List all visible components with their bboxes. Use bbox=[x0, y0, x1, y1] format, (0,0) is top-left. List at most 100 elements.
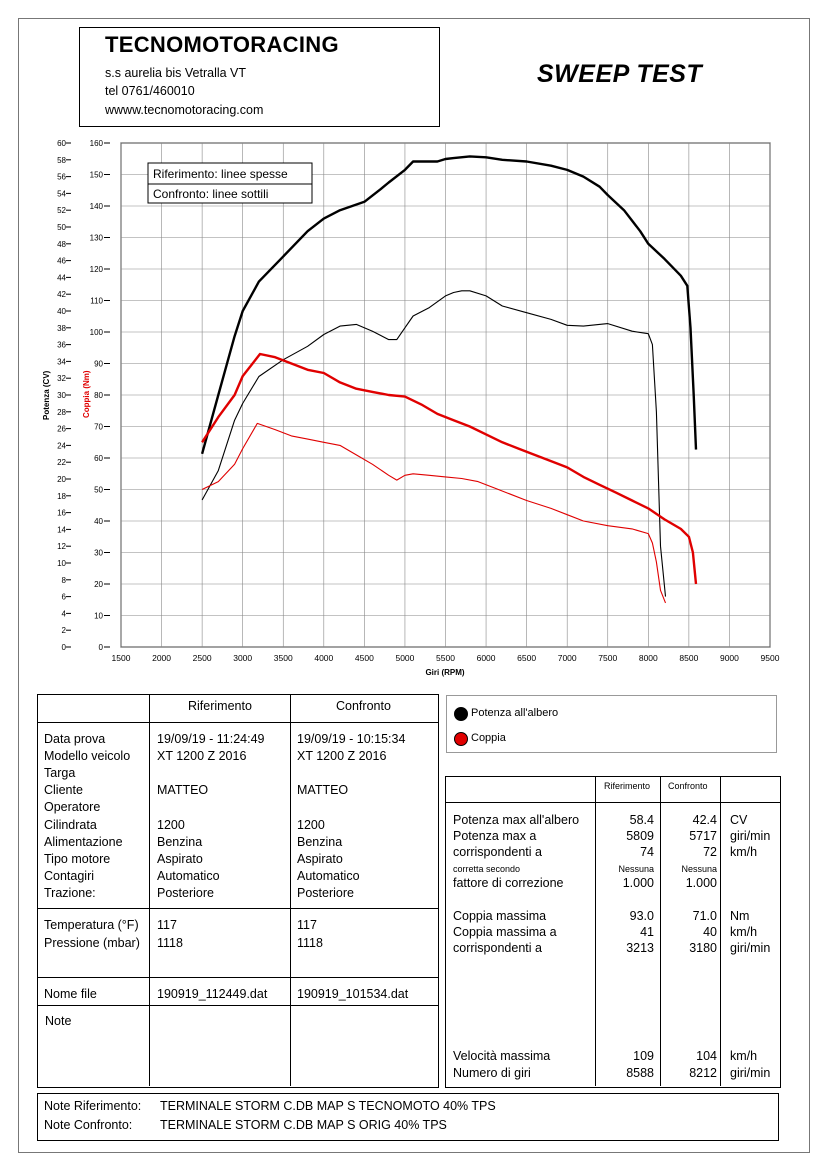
results-col-divider-2 bbox=[660, 776, 661, 1086]
dyno-chart: 1500 2000 2500 3000 3500 4000 4500 5000 5500 6000… bbox=[42, 139, 780, 677]
results-cmp: 3180 bbox=[689, 941, 717, 955]
power-tick-label: 34 bbox=[57, 357, 66, 366]
torque-tick-label: 20 bbox=[94, 580, 103, 589]
info-cond-cmp: 117 bbox=[297, 918, 317, 932]
results-label: Coppia massima a bbox=[453, 925, 557, 939]
power-tick-label: 18 bbox=[57, 492, 66, 501]
results-cmp: 42.4 bbox=[692, 813, 717, 827]
results-ref: 41 bbox=[640, 925, 654, 939]
info-row-cmp: 1200 bbox=[297, 818, 325, 832]
power-tick-label: 12 bbox=[57, 542, 66, 551]
power-tick-label: 20 bbox=[57, 475, 66, 484]
info-row-ref: 19/09/19 - 11:24:49 bbox=[157, 732, 265, 746]
results-cmp: Nessuna bbox=[681, 864, 717, 874]
company-header-box bbox=[79, 27, 440, 127]
info-row-label: Alimentazione bbox=[44, 835, 123, 849]
results-label: Velocità massima bbox=[453, 1049, 551, 1063]
note-cmp-label: Note Confronto: bbox=[44, 1118, 133, 1132]
torque-tick-label: 40 bbox=[94, 517, 103, 526]
company-name: TECNOMOTORACING bbox=[105, 32, 339, 57]
power-tick-label: 50 bbox=[57, 223, 66, 232]
torque-tick-label: 60 bbox=[94, 454, 103, 463]
results-header-divider bbox=[445, 802, 780, 803]
note-ref-text: TERMINALE STORM C.DB MAP S TECNOMOTO 40%… bbox=[160, 1099, 496, 1113]
power-tick-label: 40 bbox=[57, 307, 66, 316]
x-tick-label: 7000 bbox=[558, 653, 577, 663]
chart-inline-legend-cmp-box bbox=[147, 183, 313, 204]
torque-tick-label: 150 bbox=[90, 171, 104, 180]
power-tick-label: 2 bbox=[62, 626, 67, 635]
results-label: Potenza max all'albero bbox=[453, 813, 580, 827]
power-tick-label: 30 bbox=[57, 391, 66, 400]
results-cmp: 71.0 bbox=[692, 909, 717, 923]
results-label: corretta secondo bbox=[453, 864, 521, 874]
power-tick-label: 36 bbox=[57, 341, 66, 350]
results-ref: 93.0 bbox=[629, 909, 654, 923]
power-tick-label: 48 bbox=[57, 240, 66, 249]
info-block-divider-2 bbox=[37, 977, 438, 978]
torque-tick-label: 120 bbox=[90, 265, 104, 274]
info-block-divider-1 bbox=[37, 908, 438, 909]
results-table bbox=[445, 776, 781, 1088]
torque-tick-label: 110 bbox=[90, 297, 103, 306]
info-block-divider-3 bbox=[37, 1005, 438, 1006]
info-row-cmp: Benzina bbox=[297, 835, 343, 849]
note-cmp-text: TERMINALE STORM C.DB MAP S ORIG 40% TPS bbox=[160, 1118, 447, 1132]
power-legend-swatch bbox=[454, 707, 468, 721]
info-cond-ref: 117 bbox=[157, 918, 177, 932]
info-row-cmp: XT 1200 Z 2016 bbox=[297, 749, 387, 763]
info-col-cmp-header: Confronto bbox=[336, 699, 391, 713]
notes-box bbox=[37, 1093, 779, 1141]
info-file-label: Nome file bbox=[44, 987, 97, 1001]
power-tick-label: 60 bbox=[57, 139, 66, 148]
info-row-cmp: Aspirato bbox=[297, 852, 343, 866]
power-tick-label: 10 bbox=[57, 559, 66, 568]
info-row-label: Cliente bbox=[44, 783, 83, 797]
x-tick-label: 5000 bbox=[395, 653, 414, 663]
note-ref-label: Note Riferimento: bbox=[44, 1099, 142, 1113]
torque-curve-reference bbox=[201, 352, 698, 585]
company-website: wwww.tecnomotoracing.com bbox=[105, 103, 264, 117]
results-unit: giri/min bbox=[730, 1066, 771, 1080]
power-curve-reference bbox=[200, 155, 698, 455]
results-ref: 5809 bbox=[626, 829, 654, 843]
chart-inline-legend-ref: Riferimento: linee spesse bbox=[153, 167, 288, 181]
power-tick-label: 16 bbox=[57, 509, 66, 518]
x-tick-label: 6000 bbox=[477, 653, 496, 663]
power-tick-label: 52 bbox=[57, 206, 66, 215]
info-header-divider bbox=[37, 722, 438, 723]
x-tick-label: 9500 bbox=[761, 653, 780, 663]
info-row-label: Tipo motore bbox=[44, 852, 111, 866]
power-curve-comparison bbox=[201, 290, 667, 597]
results-col-ref-header: Riferimento bbox=[604, 781, 651, 791]
results-unit: giri/min bbox=[730, 941, 771, 955]
company-phone: tel 0761/460010 bbox=[105, 84, 195, 98]
chart-curves bbox=[200, 155, 698, 604]
chart-ticks: 1500 2000 2500 3000 3500 4000 4500 5000 5500 6000… bbox=[57, 139, 780, 663]
info-cond-ref: 1118 bbox=[157, 936, 183, 950]
results-label: Numero di giri bbox=[453, 1066, 531, 1080]
x-tick-label: 9000 bbox=[720, 653, 739, 663]
page-frame bbox=[18, 18, 810, 1153]
info-row-label: Modello veicolo bbox=[44, 749, 131, 763]
info-cond-cmp: 1118 bbox=[297, 936, 323, 950]
torque-tick-label: 160 bbox=[90, 139, 104, 148]
info-row-label: Targa bbox=[44, 766, 76, 780]
power-tick-label: 4 bbox=[62, 609, 67, 618]
x-tick-label: 6500 bbox=[517, 653, 536, 663]
results-label: corrispondenti a bbox=[453, 845, 542, 859]
x-tick-label: 2000 bbox=[152, 653, 171, 663]
results-col-divider-1 bbox=[595, 776, 596, 1086]
x-tick-label: 1500 bbox=[112, 653, 131, 663]
results-unit: Nm bbox=[730, 909, 750, 923]
torque-curve-comparison bbox=[201, 422, 667, 604]
torque-tick-label: 50 bbox=[94, 486, 103, 495]
info-row-label: Operatore bbox=[44, 800, 101, 814]
x-tick-label: 7500 bbox=[598, 653, 617, 663]
info-row-ref: MATTEO bbox=[157, 783, 209, 797]
info-row-label: Cilindrata bbox=[44, 818, 97, 832]
info-note-label: Note bbox=[45, 1014, 72, 1028]
info-cond-label: Pressione (mbar) bbox=[44, 936, 140, 950]
power-tick-label: 28 bbox=[57, 408, 66, 417]
results-unit: km/h bbox=[730, 925, 758, 939]
